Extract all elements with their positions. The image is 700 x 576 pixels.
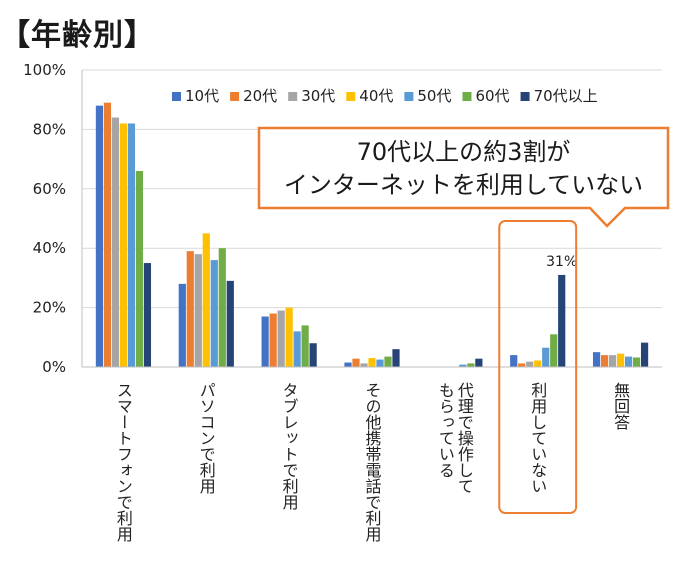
bar bbox=[309, 343, 317, 367]
highlight-box bbox=[498, 220, 578, 514]
legend-swatch bbox=[288, 92, 298, 101]
bar bbox=[194, 254, 202, 367]
legend-label: 60代 bbox=[475, 87, 509, 105]
legend-label: 40代 bbox=[359, 87, 393, 105]
page-title: 【年齢別】 bbox=[0, 18, 155, 53]
bar bbox=[226, 280, 234, 367]
y-tick-label: 80% bbox=[33, 120, 66, 138]
bar bbox=[186, 251, 194, 367]
y-tick-label: 40% bbox=[33, 239, 66, 257]
bar bbox=[277, 310, 285, 367]
highlight-layer bbox=[498, 220, 578, 514]
legend-label: 20代 bbox=[243, 87, 277, 105]
category-label: パソコンで利用 bbox=[197, 382, 216, 495]
category-label: スマートフォンで利用 bbox=[114, 382, 133, 543]
bar bbox=[368, 358, 376, 367]
bar bbox=[178, 283, 186, 367]
bar bbox=[624, 356, 633, 367]
bar bbox=[218, 248, 226, 367]
bar bbox=[352, 358, 360, 367]
bar bbox=[360, 363, 368, 367]
bar bbox=[616, 353, 625, 367]
bar bbox=[550, 334, 558, 367]
bar bbox=[526, 361, 534, 367]
callout-text-line: インターネットを利用していない bbox=[284, 171, 643, 199]
bar bbox=[111, 117, 120, 368]
legend-label: 10代 bbox=[185, 87, 219, 105]
bar bbox=[632, 357, 641, 367]
category-label: もらっている bbox=[436, 382, 455, 478]
legend: 10代 20代 30代 40代 50代 60代 70代以上 bbox=[172, 87, 598, 105]
bars-layer: 31% bbox=[95, 102, 649, 368]
bar bbox=[127, 123, 136, 368]
legend-swatch bbox=[346, 92, 356, 101]
bar bbox=[293, 331, 301, 367]
bar bbox=[210, 260, 218, 367]
category-label: タブレットで利用 bbox=[280, 382, 299, 511]
bar bbox=[95, 105, 104, 367]
bar bbox=[592, 352, 601, 367]
category-label: その他携帯電話で利用 bbox=[363, 382, 382, 543]
bar bbox=[344, 362, 352, 367]
bar bbox=[119, 123, 128, 368]
callout-text-line: 70代以上の約3割が bbox=[357, 138, 571, 166]
category-label: 利用していない bbox=[528, 382, 547, 494]
category-label: 代理で操作して bbox=[455, 382, 474, 494]
legend-swatch bbox=[230, 92, 240, 101]
bar bbox=[608, 355, 617, 367]
y-tick-label: 60% bbox=[33, 180, 66, 198]
bar bbox=[475, 358, 483, 367]
bar bbox=[558, 274, 566, 367]
legend-swatch bbox=[462, 92, 472, 101]
bar bbox=[459, 364, 467, 367]
bar bbox=[103, 102, 112, 368]
legend-swatch bbox=[172, 92, 181, 101]
bar bbox=[600, 355, 609, 367]
bar bbox=[534, 360, 542, 367]
callout-box bbox=[257, 126, 670, 228]
y-tick-label: 20% bbox=[33, 299, 66, 317]
category-label: 無回答 bbox=[611, 382, 630, 430]
y-tick-label: 0% bbox=[42, 358, 66, 376]
bar bbox=[542, 347, 550, 367]
bar bbox=[467, 363, 475, 367]
bar bbox=[261, 316, 269, 367]
legend-swatch bbox=[404, 92, 414, 101]
legend-swatch bbox=[520, 92, 530, 101]
bar bbox=[518, 363, 526, 367]
bar bbox=[135, 170, 144, 367]
bar bbox=[301, 325, 309, 367]
legend-label: 70代以上 bbox=[534, 87, 598, 105]
bar bbox=[269, 313, 277, 367]
legend-label: 50代 bbox=[417, 87, 451, 105]
legend-label: 30代 bbox=[301, 87, 335, 105]
y-tick-label: 100% bbox=[23, 61, 66, 79]
bar bbox=[376, 359, 384, 367]
bar bbox=[640, 342, 649, 367]
axis-layer: 0% 20% 40% 60% 80% 100% スマートフォンで利用 パソコンで利用 タブレット… bbox=[23, 61, 662, 543]
bar bbox=[384, 356, 392, 367]
bar bbox=[285, 307, 293, 367]
bar bbox=[143, 263, 152, 367]
bar bbox=[202, 233, 210, 367]
data-label: 31% bbox=[546, 254, 577, 270]
bar bbox=[510, 355, 518, 367]
bar bbox=[392, 349, 400, 367]
